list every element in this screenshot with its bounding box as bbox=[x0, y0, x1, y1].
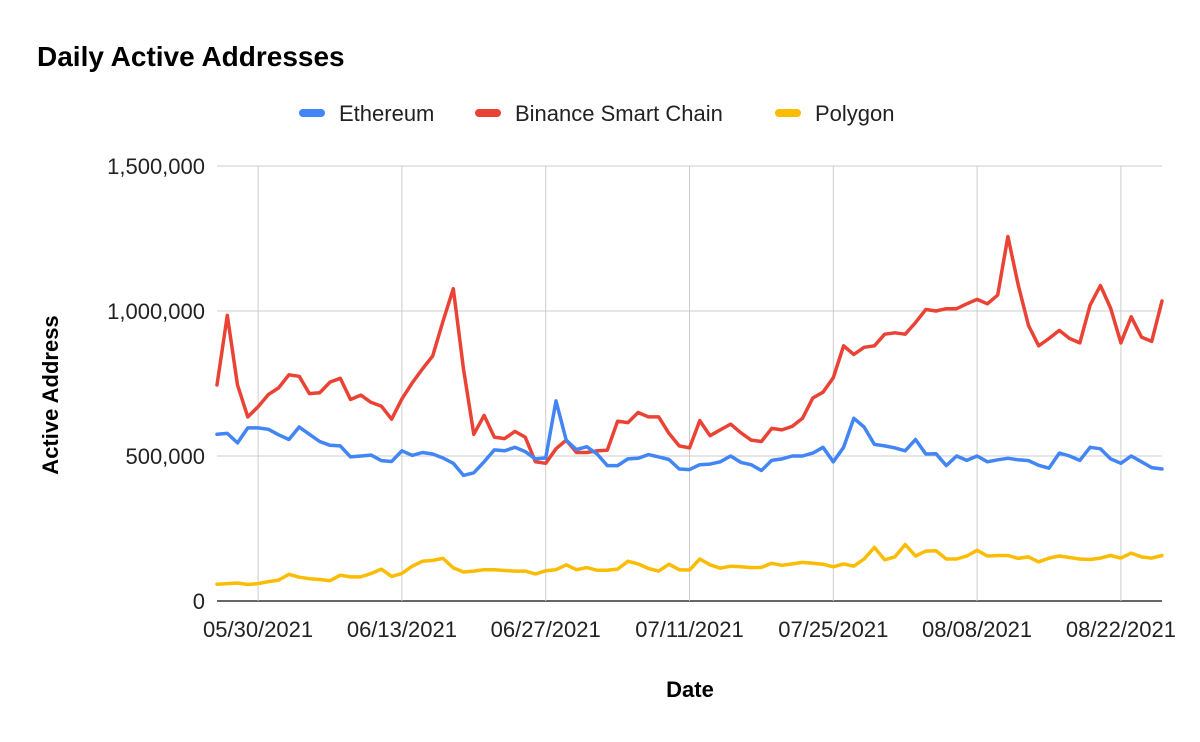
legend: Ethereum Binance Smart Chain Polygon bbox=[299, 101, 895, 126]
legend-swatch bbox=[475, 109, 501, 117]
series-line-binance-smart-chain bbox=[215, 234, 1164, 466]
x-tick-label: 08/08/2021 bbox=[922, 617, 1032, 642]
legend-item-ethereum: Ethereum bbox=[299, 101, 434, 126]
x-axis: 05/30/2021 06/13/2021 06/27/2021 07/11/2021… bbox=[203, 617, 1176, 642]
legend-swatch bbox=[775, 109, 801, 117]
y-axis-title: Active Address bbox=[38, 315, 63, 474]
x-tick-label: 08/22/2021 bbox=[1066, 617, 1176, 642]
legend-label: Polygon bbox=[815, 101, 895, 126]
x-tick-label: 07/25/2021 bbox=[778, 617, 888, 642]
legend-label: Binance Smart Chain bbox=[515, 101, 723, 126]
y-tick-label: 500,000 bbox=[125, 444, 205, 469]
x-tick-label: 07/11/2021 bbox=[635, 617, 743, 642]
series-layer bbox=[215, 234, 1164, 587]
y-tick-label: 0 bbox=[193, 589, 205, 614]
series-line-polygon bbox=[215, 542, 1164, 587]
y-tick-label: 1,000,000 bbox=[107, 299, 205, 324]
legend-label: Ethereum bbox=[339, 101, 434, 126]
x-tick-label: 05/30/2021 bbox=[203, 617, 313, 642]
y-axis: 0 500,000 1,000,000 1,500,000 bbox=[107, 154, 205, 614]
legend-item-binance-smart-chain: Binance Smart Chain bbox=[475, 101, 723, 126]
legend-swatch bbox=[299, 109, 325, 117]
y-tick-label: 1,500,000 bbox=[107, 154, 205, 179]
x-axis-title: Date bbox=[666, 677, 714, 702]
chart-title: Daily Active Addresses bbox=[37, 41, 345, 72]
series-line-ethereum bbox=[215, 399, 1164, 478]
x-tick-label: 06/13/2021 bbox=[347, 617, 457, 642]
gridlines bbox=[217, 165, 1162, 602]
x-tick-label: 06/27/2021 bbox=[491, 617, 601, 642]
legend-item-polygon: Polygon bbox=[775, 101, 895, 126]
